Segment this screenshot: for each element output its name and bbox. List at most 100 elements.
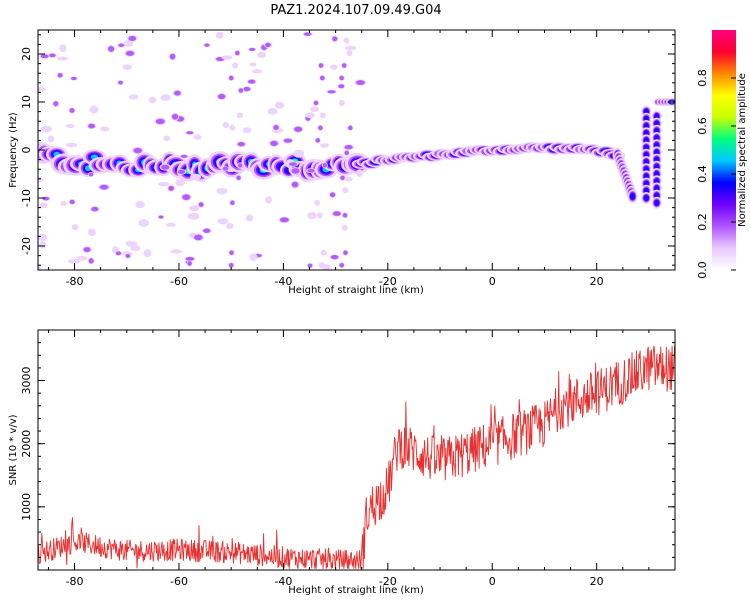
spectrogram-blob (344, 45, 357, 51)
spectrogram-blob (265, 196, 273, 204)
spectrogram-blob (654, 120, 659, 127)
spectrogram-blob (644, 188, 649, 194)
x-tick-label: 20 (590, 275, 604, 288)
spectrogram-blob (128, 94, 139, 100)
spectrogram-blob (305, 112, 316, 119)
x-tick-label: -20 (379, 275, 397, 288)
spectrogram-blob (293, 149, 305, 158)
spectrogram-blob (251, 69, 263, 74)
spectrogram-blob (654, 185, 659, 192)
spectrogram-blob (341, 224, 348, 231)
spectrogram-blob (168, 185, 175, 191)
spectrogram-blob (175, 178, 185, 187)
y-tick-label: -20 (20, 237, 33, 255)
spectrogram-blob (294, 126, 303, 132)
spectrogram-blob (187, 261, 192, 266)
spectrogram-blob (320, 249, 327, 256)
spectrogram-blob (344, 150, 349, 156)
x-tick-label: -60 (170, 275, 188, 288)
spectrogram-blob (644, 108, 649, 115)
spectrogram-blob (283, 138, 293, 143)
spectrogram-blob (654, 171, 659, 177)
spectrogram-blob (193, 134, 202, 140)
spectrogram-blob (339, 75, 344, 81)
spectrogram-x-label: Height of straight line (km) (288, 285, 424, 296)
spectrogram-blob (38, 233, 48, 242)
spectrogram-blob (40, 125, 52, 133)
spectrogram-blob (229, 124, 236, 131)
spectrogram-blobs (38, 31, 675, 270)
snr-panel: -80 -60 -40 -20 0 20 1000 2000 3000 Height of st… (8, 329, 676, 596)
spectrogram-blob (630, 193, 635, 200)
spectrogram-blob (49, 53, 56, 58)
spectrogram-blob (88, 258, 94, 264)
spectrogram-blob (257, 51, 267, 59)
y-tick-label: 3000 (20, 367, 33, 395)
spectrogram-blob (338, 84, 345, 89)
spectrogram-blob (217, 218, 229, 225)
spectrogram-blob (88, 123, 96, 129)
spectrogram-blob (320, 75, 325, 81)
spectrogram-blob (322, 163, 328, 168)
spectrogram-blob (245, 214, 254, 222)
spectrogram-blob (42, 196, 50, 201)
y-tick-label: 20 (20, 47, 33, 61)
spectrogram-blob (47, 135, 55, 143)
spectrogram-blob (57, 72, 63, 78)
spectrogram-blob (243, 86, 251, 92)
spectrogram-blob (342, 187, 349, 194)
spectrogram-blob (315, 138, 321, 143)
spectrogram-blob (319, 143, 330, 148)
spectrogram-blob (38, 176, 44, 183)
spectrogram-blob (644, 195, 649, 201)
spectrogram-blob (118, 80, 123, 85)
spectrogram-blob (185, 257, 195, 261)
spectrogram-blob (265, 42, 271, 48)
spectrogram-blob (339, 262, 344, 268)
spectrogram-blob (273, 124, 279, 130)
spectrogram-blob (274, 101, 285, 109)
spectrogram-blob (644, 144, 649, 151)
colorbar-tick-label: 0.4 (696, 165, 709, 183)
spectrogram-blob (236, 175, 241, 181)
spectrogram-blob (236, 112, 243, 119)
spectrogram-blob (91, 206, 99, 212)
spectrogram-blob (40, 54, 49, 59)
spectrogram-blob (237, 163, 243, 168)
spectrogram-blob (644, 152, 649, 158)
spectrogram-blob (314, 199, 321, 206)
spectrogram-blob (644, 130, 649, 136)
spectrogram-blob (222, 121, 230, 129)
spectrogram-blob (332, 36, 338, 42)
x-tick-label: 20 (590, 575, 604, 588)
spectrogram-blob (69, 199, 75, 205)
spectrogram-blob (99, 126, 110, 132)
spectrogram-blob (318, 63, 324, 68)
spectrogram-blob (186, 131, 194, 135)
y-tick-label: 10 (20, 95, 33, 109)
spectrogram-blob (330, 64, 338, 70)
spectrogram-blob (228, 75, 234, 81)
spectrogram-blob (143, 249, 152, 258)
spectrogram-blob (654, 200, 659, 206)
spectrogram-blob (248, 79, 256, 84)
spectrogram-blob (170, 249, 182, 254)
spectrogram-blob (83, 247, 91, 253)
spectrogram-blob (344, 145, 353, 150)
spectrogram-blob (65, 124, 75, 129)
x-tick-label: -80 (66, 275, 84, 288)
spectrogram-blob (644, 173, 649, 180)
spectrogram-blob (654, 164, 659, 170)
spectrogram-blob (69, 108, 75, 113)
spectrogram-blob (190, 173, 202, 180)
colorbar-tick-label: 0.2 (696, 213, 709, 231)
y-tick-label: -10 (20, 189, 33, 207)
spectrogram-blob (654, 192, 659, 199)
spectrogram-blob (346, 50, 353, 57)
spectrogram-blob (343, 250, 348, 255)
spectrogram-blob (60, 201, 67, 206)
spectrogram-blob (123, 40, 134, 47)
x-tick-label: -80 (66, 575, 84, 588)
spectrogram-blob (330, 255, 339, 260)
